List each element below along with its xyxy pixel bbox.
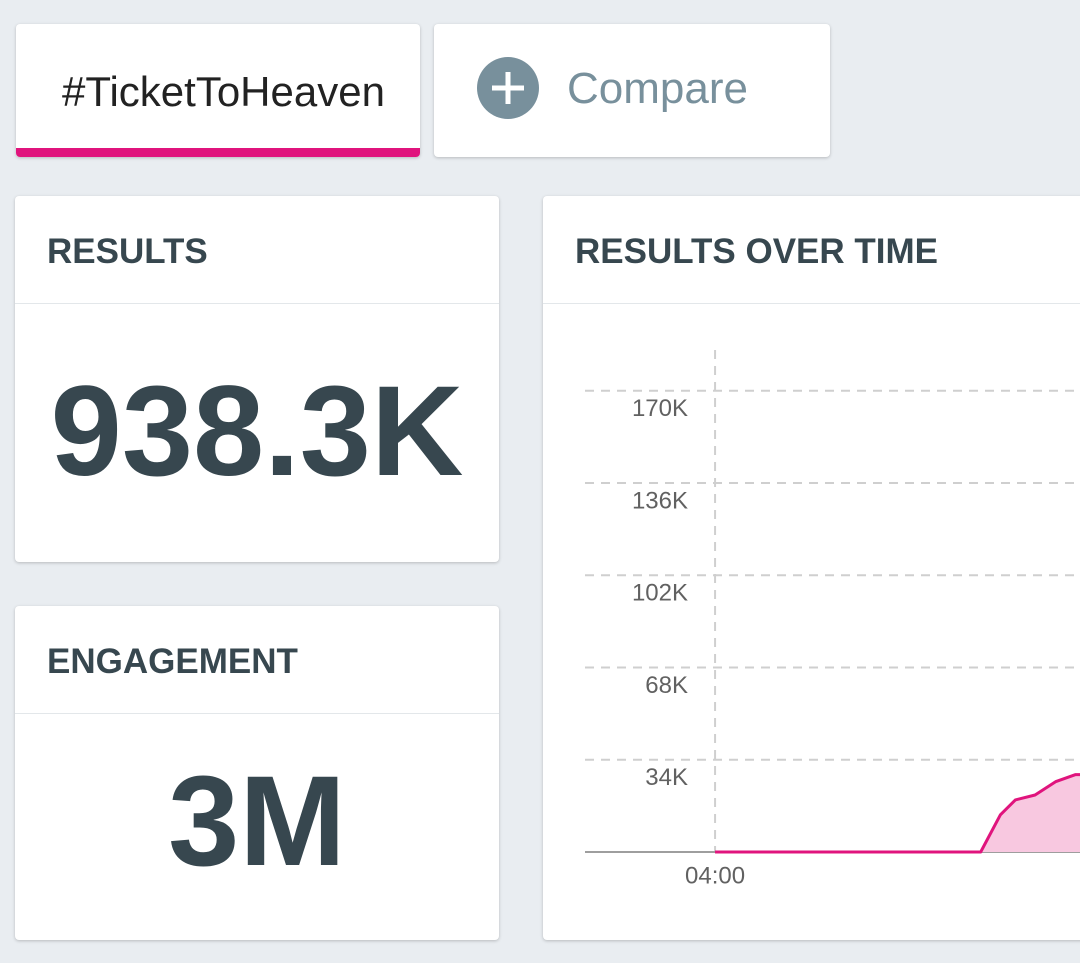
card-header: RESULTS OVER TIME [543,196,1080,304]
y-tick-label: 170K [632,395,688,422]
query-tab[interactable]: #TicketToHeaven [16,24,420,157]
y-tick-label: 34K [645,764,688,791]
area-fill [715,774,1080,852]
card-header: RESULTS [15,196,499,304]
engagement-value: 3M [168,750,346,893]
plus-icon [477,57,539,119]
compare-label: Compare [567,64,748,113]
x-tick-label: 04:00 [685,862,745,889]
card-title: ENGAGEMENT [47,642,298,681]
chart-card: RESULTS OVER TIME 34K 68K 102K 136K 170K 04:0… [543,196,1080,940]
active-underline [16,148,420,157]
y-tick-label: 136K [632,487,688,514]
card-title: RESULTS [47,232,208,271]
query-text: #TicketToHeaven [62,68,385,115]
card-header: ENGAGEMENT [15,606,499,714]
chart: 34K 68K 102K 136K 170K 04:00 [585,350,1080,889]
line [715,773,1080,854]
y-tick-label: 102K [632,580,688,607]
results-card: RESULTS 938.3K [15,196,499,562]
y-tick-label: 68K [645,672,688,699]
engagement-card: ENGAGEMENT 3M [15,606,499,940]
results-value: 938.3K [50,360,464,503]
chart-title: RESULTS OVER TIME [575,232,938,271]
compare-button[interactable]: Compare [434,24,830,157]
